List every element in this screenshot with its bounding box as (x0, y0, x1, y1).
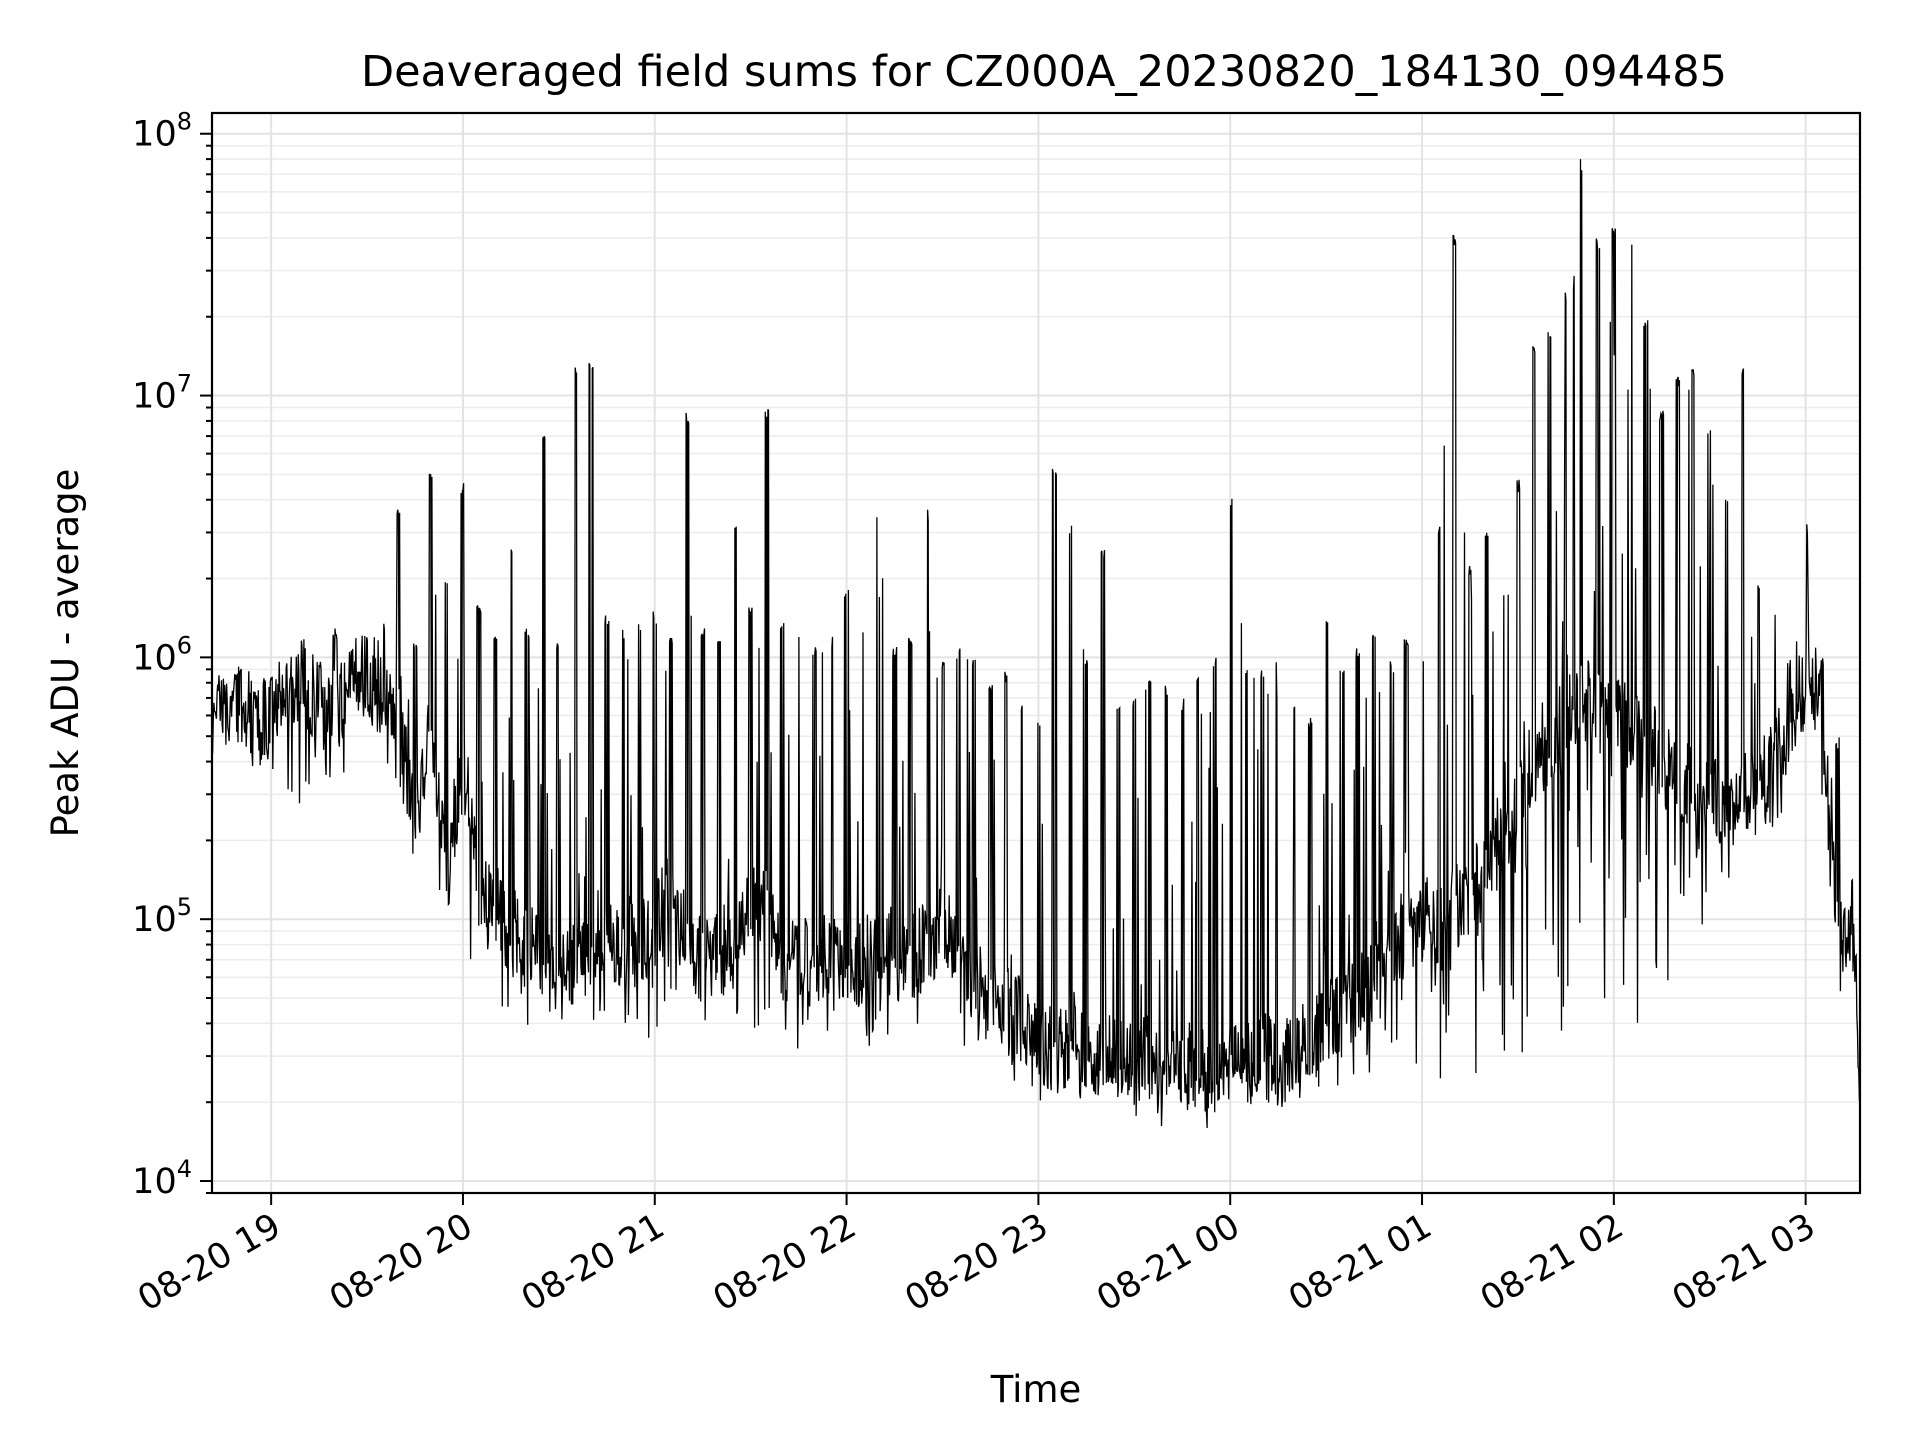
y-tick-exponent: 8 (177, 108, 192, 136)
y-tick-label: 108 (132, 108, 192, 155)
y-tick-label: 107 (132, 370, 192, 417)
x-axis-label: Time (990, 1368, 1082, 1411)
y-tick-exponent: 7 (177, 370, 192, 398)
y-tick-exponent: 6 (177, 631, 192, 659)
series-line (211, 159, 1861, 1129)
y-axis-label: Peak ADU - average (44, 469, 87, 838)
grid (212, 113, 1860, 1194)
y-tick-exponent: 5 (177, 893, 192, 921)
y-tick-base: 10 (132, 377, 177, 417)
y-tick-base: 10 (132, 638, 177, 678)
y-tick-exponent: 4 (177, 1155, 192, 1183)
chart-title: Deaveraged field sums for CZ000A_2023082… (361, 47, 1727, 97)
y-tick-label: 105 (132, 893, 192, 940)
y-tick-base: 10 (132, 1162, 177, 1202)
series-group (211, 159, 1861, 1129)
y-tick-label: 106 (132, 631, 192, 678)
y-tick-base: 10 (132, 900, 177, 940)
y-tick-label: 104 (132, 1155, 192, 1202)
plot-frame (210, 111, 1862, 1195)
y-tick-base: 10 (132, 115, 177, 155)
